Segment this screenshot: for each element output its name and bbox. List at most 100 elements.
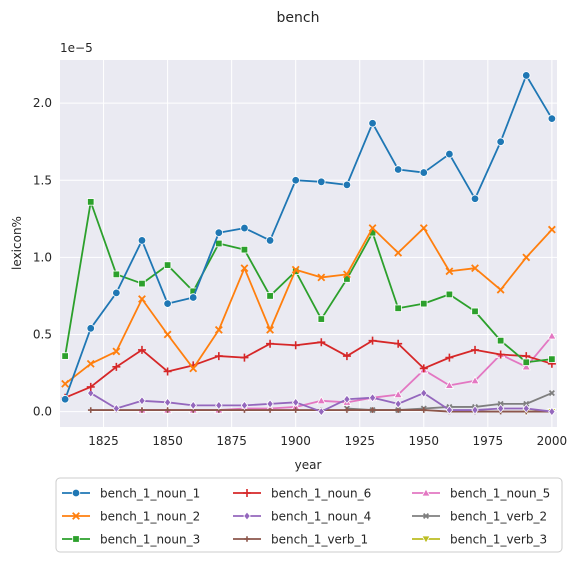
x-tick-labels: 1825 1850 1875 1900 1925 1950 1975 2000 bbox=[88, 434, 567, 448]
legend-item: bench_1_verb_1 bbox=[233, 533, 368, 547]
data-point bbox=[292, 407, 299, 413]
data-point bbox=[317, 273, 326, 282]
data-point bbox=[240, 223, 249, 233]
legend-label: bench_1_noun_2 bbox=[100, 510, 200, 524]
data-point bbox=[240, 245, 249, 254]
data-point bbox=[471, 405, 479, 415]
data-point bbox=[522, 403, 530, 414]
data-point bbox=[344, 407, 350, 413]
data-point bbox=[470, 194, 480, 203]
data-point bbox=[342, 352, 351, 361]
data-point bbox=[445, 290, 454, 299]
data-point bbox=[240, 400, 249, 411]
data-point bbox=[61, 379, 70, 388]
data-point bbox=[522, 358, 530, 366]
legend-item: bench_1_noun_2 bbox=[62, 510, 200, 524]
x-tick-label: 1975 bbox=[473, 434, 504, 448]
data-point bbox=[394, 248, 403, 257]
data-point bbox=[547, 225, 556, 234]
series-line bbox=[64, 200, 552, 364]
data-point bbox=[291, 397, 300, 407]
data-point bbox=[291, 341, 300, 350]
data-point bbox=[138, 279, 146, 288]
data-point bbox=[342, 270, 351, 279]
data-point bbox=[317, 177, 326, 187]
data-point bbox=[317, 315, 326, 323]
data-point bbox=[86, 359, 95, 368]
data-point bbox=[394, 304, 402, 312]
data-point bbox=[420, 299, 428, 308]
data-point bbox=[547, 114, 557, 123]
x-tick-label: 1850 bbox=[152, 434, 183, 448]
data-point bbox=[394, 399, 402, 409]
series-line bbox=[64, 339, 553, 399]
data-point bbox=[522, 71, 531, 80]
data-point bbox=[60, 395, 70, 404]
data-point bbox=[291, 265, 300, 274]
legend-label: bench_1_verb_1 bbox=[271, 533, 368, 547]
legend-item: bench_1_noun_3 bbox=[62, 533, 200, 547]
data-point bbox=[265, 236, 275, 245]
data-point bbox=[470, 375, 480, 385]
data-point bbox=[496, 336, 505, 345]
y-scale-label: 1e−5 bbox=[60, 41, 93, 55]
data-point bbox=[189, 364, 198, 373]
x-tick-label: 1925 bbox=[344, 434, 375, 448]
legend-marker bbox=[72, 512, 80, 520]
series-line bbox=[64, 227, 553, 385]
data-point bbox=[369, 407, 376, 413]
data-point bbox=[420, 407, 427, 413]
data-point bbox=[214, 228, 224, 237]
series-line bbox=[64, 74, 553, 400]
legend-label: bench_1_verb_3 bbox=[450, 533, 547, 547]
y-tick-label: 1.0 bbox=[33, 250, 52, 264]
legend-marker bbox=[422, 512, 430, 520]
data-point bbox=[87, 198, 95, 206]
series-bench_1_noun_4 bbox=[87, 388, 556, 417]
data-point bbox=[471, 307, 479, 316]
data-point bbox=[368, 119, 377, 128]
data-point bbox=[343, 275, 351, 283]
data-point bbox=[215, 239, 223, 248]
legend-label: bench_1_verb_2 bbox=[450, 510, 547, 524]
data-point bbox=[266, 325, 275, 334]
x-tick-label: 2000 bbox=[537, 434, 568, 448]
data-point bbox=[419, 364, 428, 373]
data-point bbox=[266, 399, 274, 409]
data-point bbox=[86, 324, 95, 333]
data-point bbox=[164, 407, 171, 413]
data-point bbox=[214, 352, 223, 361]
data-point bbox=[496, 137, 505, 146]
data-point bbox=[112, 347, 121, 356]
legend-marker bbox=[421, 535, 431, 544]
data-point bbox=[522, 253, 531, 262]
data-point bbox=[444, 380, 455, 389]
x-tick-label: 1900 bbox=[280, 434, 311, 448]
series-layer bbox=[60, 71, 557, 417]
data-point bbox=[445, 267, 454, 276]
data-point bbox=[138, 396, 146, 406]
y-tick-label: 1.5 bbox=[33, 173, 52, 187]
legend-item: bench_1_verb_2 bbox=[412, 510, 547, 524]
data-point bbox=[163, 367, 172, 376]
data-point bbox=[419, 224, 428, 233]
data-point bbox=[189, 400, 197, 411]
data-point bbox=[112, 270, 121, 279]
data-point bbox=[445, 353, 454, 362]
data-point bbox=[342, 180, 352, 190]
y-tick-label: 2.0 bbox=[33, 96, 52, 110]
y-axis-label: lexicon% bbox=[10, 216, 24, 270]
data-point bbox=[521, 362, 531, 371]
legend-label: bench_1_noun_4 bbox=[271, 510, 371, 524]
data-point bbox=[266, 339, 275, 348]
legend-label: bench_1_noun_3 bbox=[100, 533, 200, 547]
legend-item: bench_1_noun_1 bbox=[62, 487, 200, 501]
data-point bbox=[240, 353, 249, 362]
data-point bbox=[548, 390, 555, 397]
y-tick-labels: 0.0 0.5 1.0 1.5 2.0 bbox=[33, 96, 52, 418]
data-point bbox=[266, 292, 274, 300]
data-point bbox=[163, 397, 172, 407]
legend-marker bbox=[72, 535, 80, 543]
x-tick-label: 1950 bbox=[409, 434, 440, 448]
